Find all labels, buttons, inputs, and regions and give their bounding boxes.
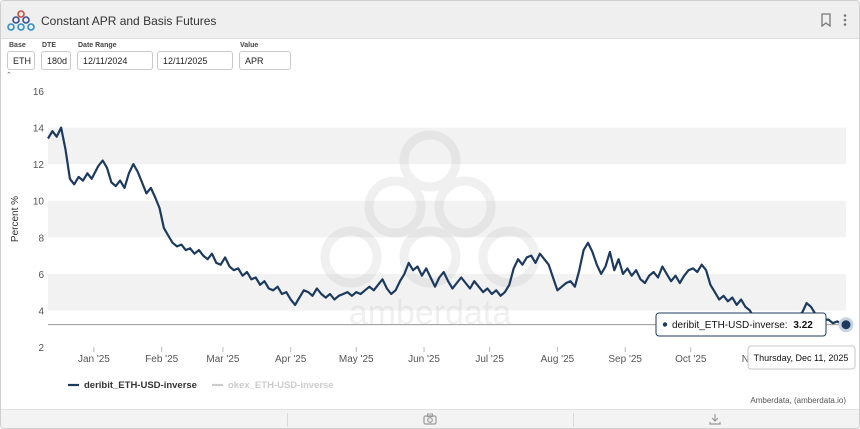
value-select[interactable]: APR bbox=[239, 51, 291, 70]
widget-title: Constant APR and Basis Futures bbox=[41, 14, 217, 28]
y-tick-label: 12 bbox=[33, 160, 45, 171]
legend-label-okex: okex_ETH-USD-inverse bbox=[228, 380, 334, 391]
date-range-start-input[interactable]: 12/11/2024 bbox=[77, 51, 153, 70]
date-range-label: Date Range bbox=[78, 42, 117, 49]
x-tick-label: Jul '25 bbox=[475, 354, 504, 365]
tooltip-date: Thursday, Dec 11, 2025 bbox=[754, 353, 849, 363]
grid-band bbox=[48, 164, 846, 201]
x-tick-label: Apr '25 bbox=[275, 354, 307, 365]
x-tick-label: Feb '25 bbox=[145, 354, 178, 365]
legend-label-deribit: deribit_ETH-USD-inverse bbox=[84, 380, 197, 391]
tooltip-series-name: deribit_ETH-USD-inverse: bbox=[672, 320, 788, 331]
y-tick-label: 2 bbox=[38, 343, 44, 354]
amberdata-logo-icon bbox=[7, 10, 35, 31]
grid-bands bbox=[48, 91, 846, 347]
menu-icon[interactable] bbox=[842, 13, 848, 27]
x-tick-label: May '25 bbox=[339, 354, 374, 365]
x-axis: Jan '25 Feb '25 Mar '25 Apr '25 May '25 Jun '… bbox=[78, 347, 776, 365]
legend-item-okex[interactable]: okex_ETH-USD-inverse bbox=[212, 380, 334, 391]
tooltip: deribit_ETH-USD-inverse: 3.22 Thursday, … bbox=[655, 312, 856, 370]
grid-band bbox=[48, 127, 846, 165]
y-axis-title: Percent % bbox=[10, 196, 21, 242]
y-tick-label: 6 bbox=[38, 270, 44, 281]
bookmark-icon[interactable] bbox=[820, 13, 832, 27]
camera-icon[interactable] bbox=[423, 413, 437, 425]
y-tick-label: 14 bbox=[33, 124, 45, 135]
download-icon[interactable] bbox=[709, 413, 721, 425]
base-select[interactable]: ETH bbox=[7, 51, 35, 70]
x-tick-label: Jun '25 bbox=[408, 354, 440, 365]
series-endpoint-marker[interactable] bbox=[838, 317, 854, 333]
y-tick-label: 4 bbox=[38, 306, 44, 317]
credit-text: Amberdata, (amberdata.io) bbox=[750, 396, 846, 405]
legend-item-deribit[interactable]: deribit_ETH-USD-inverse bbox=[68, 380, 197, 391]
tooltip-value: 3.22 bbox=[793, 320, 813, 331]
dte-select[interactable]: 180d bbox=[41, 51, 71, 70]
chart-toolbar bbox=[1, 409, 859, 428]
y-axis: 2 4 6 8 10 12 14 16 bbox=[33, 87, 45, 354]
widget-header: Constant APR and Basis Futures bbox=[1, 1, 859, 39]
series-line-deribit bbox=[47, 126, 847, 326]
x-tick-label: Sep '25 bbox=[608, 354, 642, 365]
x-tick-label: Mar '25 bbox=[206, 354, 239, 365]
x-tick-label: Oct '25 bbox=[675, 354, 707, 365]
line-chart: amberdata 2 4 6 8 10 12 14 16 Jan '25 Feb '25 Mar… bbox=[10, 87, 856, 405]
dte-label: DTE bbox=[42, 42, 56, 49]
controls-bar: Base ETH DTE 180d Date Range 12/11/2024 … bbox=[1, 39, 859, 77]
y-tick-label: 10 bbox=[33, 197, 45, 208]
grid-band bbox=[48, 200, 846, 238]
y-tick-label: 8 bbox=[38, 233, 44, 244]
collapse-controls-icon[interactable]: ⌃ bbox=[6, 72, 12, 79]
value-label: Value bbox=[240, 42, 259, 49]
date-range-end-input[interactable]: 12/11/2025 bbox=[157, 51, 233, 70]
base-label: Base bbox=[9, 42, 26, 49]
svg-text:deribit_ETH-USD-inverse:: deribit_ETH-USD-inverse: 3.22 bbox=[672, 320, 813, 331]
grid-band bbox=[48, 91, 846, 128]
legend: deribit_ETH-USD-inverse okex_ETH-USD-inv… bbox=[68, 380, 334, 391]
x-tick-label: Aug '25 bbox=[541, 354, 575, 365]
grid-band bbox=[48, 237, 846, 274]
x-tick-label: Jan '25 bbox=[78, 354, 110, 365]
y-tick-label: 16 bbox=[33, 87, 45, 98]
watermark-text: amberdata bbox=[349, 294, 512, 332]
